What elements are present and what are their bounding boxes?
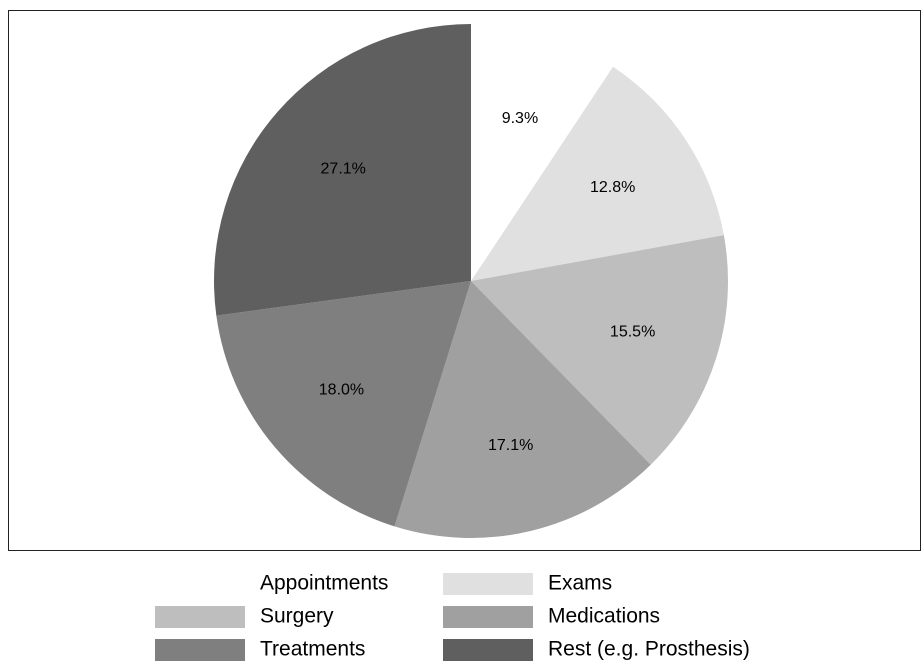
legend-label: Exams — [548, 572, 612, 595]
slice-label: 27.1% — [321, 161, 366, 178]
legend-swatch — [443, 606, 533, 628]
legend-label: Rest (e.g. Prosthesis) — [548, 638, 750, 661]
legend-swatch — [155, 639, 245, 661]
legend-swatch — [443, 573, 533, 595]
slice-label: 17.1% — [488, 437, 533, 454]
legend-swatch — [155, 573, 245, 595]
pie-slice — [213, 24, 471, 316]
pie-slice — [394, 281, 651, 538]
pie-slice — [471, 235, 728, 465]
legend-label: Appointments — [260, 572, 388, 595]
pie-slice — [471, 24, 614, 281]
legend-label: Treatments — [260, 638, 365, 661]
legend-swatch — [443, 639, 533, 661]
slice-label: 12.8% — [590, 179, 635, 196]
legend-swatch — [155, 606, 245, 628]
legend-label: Surgery — [260, 605, 334, 628]
pie-slice — [471, 66, 724, 281]
slice-label: 15.5% — [610, 324, 655, 341]
slice-label: 18.0% — [319, 382, 364, 399]
legend-label: Medications — [548, 605, 660, 628]
slice-label: 9.3% — [502, 110, 538, 127]
pie-slice — [216, 281, 471, 527]
